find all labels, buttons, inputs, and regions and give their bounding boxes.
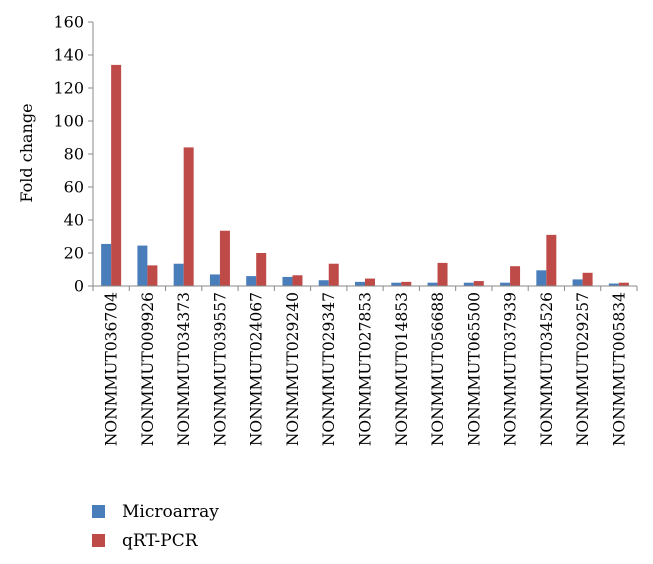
y-tick-label: 20 xyxy=(64,244,84,263)
y-tick-label: 140 xyxy=(53,46,84,65)
y-tick-label: 0 xyxy=(74,277,84,296)
bar-microarray xyxy=(463,282,474,286)
x-category-label: NONMMUT024067 xyxy=(248,292,266,446)
x-category-label: NONMMUT034526 xyxy=(538,292,556,446)
bar-microarray xyxy=(572,279,583,286)
x-category-label: NONMMUT034373 xyxy=(175,292,193,446)
legend-swatch xyxy=(92,534,105,547)
bar-qrt-pcr xyxy=(183,147,194,286)
x-category-label: NONMMUT029347 xyxy=(320,292,338,446)
bar-qrt-pcr xyxy=(546,234,557,286)
y-tick-label: 80 xyxy=(64,145,84,164)
bar-microarray xyxy=(101,243,112,286)
x-category-label: NONMMUT005834 xyxy=(610,292,628,446)
x-category-label: NONMMUT027853 xyxy=(357,292,375,446)
legend: Microarray qRT-PCR xyxy=(92,502,219,551)
x-category-label: NONMMUT014853 xyxy=(393,292,411,446)
x-category-label: NONMMUT065500 xyxy=(465,292,483,446)
y-tick-label: 160 xyxy=(53,13,84,32)
bar-microarray xyxy=(608,283,619,286)
bar-microarray xyxy=(282,276,293,286)
bar-qrt-pcr xyxy=(437,262,448,286)
legend-label: qRT-PCR xyxy=(122,531,199,551)
x-category-label: NONMMUT036704 xyxy=(103,292,121,446)
bar-microarray xyxy=(318,280,329,286)
bar-microarray xyxy=(209,274,220,286)
bar-qrt-pcr xyxy=(510,266,521,286)
x-category-label: NONMMUT029257 xyxy=(574,292,592,446)
bar-microarray xyxy=(427,282,438,286)
x-axis-category-labels: NONMMUT036704 NONMMUT009926 NONMMUT034373 N… xyxy=(103,292,629,446)
y-tick-label: 120 xyxy=(53,79,84,98)
bar-microarray xyxy=(500,282,511,286)
bars xyxy=(101,64,629,287)
legend-swatch xyxy=(92,505,105,518)
x-category-label: NONMMUT009926 xyxy=(139,292,157,446)
y-tick-label: 60 xyxy=(64,178,84,197)
bar-qrt-pcr xyxy=(473,281,484,286)
bar-qrt-pcr xyxy=(582,272,593,286)
x-category-label: NONMMUT037939 xyxy=(502,292,520,446)
bar-microarray xyxy=(173,263,184,286)
bar-qrt-pcr xyxy=(328,263,339,286)
bar-qrt-pcr xyxy=(111,64,122,287)
bar-qrt-pcr xyxy=(256,253,267,286)
y-tick-label: 100 xyxy=(53,112,84,131)
bar-microarray xyxy=(391,282,402,286)
bar-microarray xyxy=(137,245,148,286)
bar-microarray xyxy=(355,281,365,286)
bar-qrt-pcr xyxy=(618,282,629,286)
x-category-label: NONMMUT029240 xyxy=(284,292,302,446)
y-axis-ticks: 0 20 40 60 80 100 120 140 160 xyxy=(53,13,638,296)
x-category-label: NONMMUT039557 xyxy=(211,292,229,446)
bar-qrt-pcr xyxy=(401,281,412,286)
bar-qrt-pcr xyxy=(219,230,230,286)
bar-microarray xyxy=(536,270,547,286)
legend-label: Microarray xyxy=(122,502,219,522)
bar-microarray xyxy=(246,276,257,286)
bar-qrt-pcr xyxy=(365,278,375,286)
x-category-label: NONMMUT056688 xyxy=(429,292,447,446)
bar-qrt-pcr xyxy=(147,265,158,286)
bar-qrt-pcr xyxy=(292,275,303,286)
y-tick-label: 40 xyxy=(64,211,84,230)
y-axis-title: Fold change xyxy=(17,103,36,202)
